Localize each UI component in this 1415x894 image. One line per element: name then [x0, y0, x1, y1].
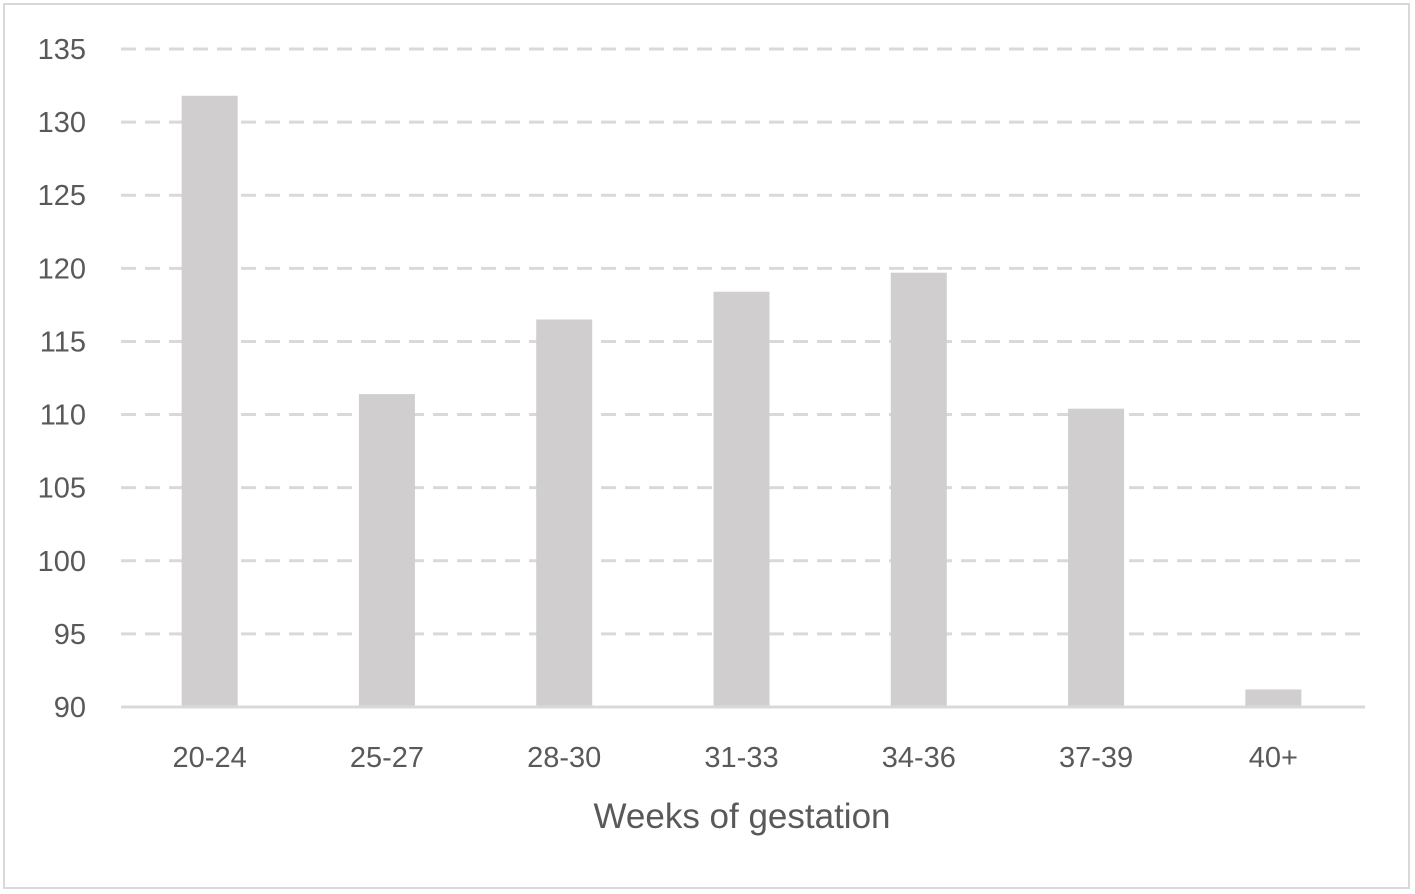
y-tick-label: 110: [40, 400, 86, 432]
y-tick-label: 95: [54, 619, 86, 651]
y-tick-label: 130: [38, 107, 86, 139]
y-tick-label: 135: [38, 34, 86, 66]
bar-25-27: [358, 394, 415, 707]
y-tick-label: 100: [38, 546, 86, 578]
x-tick-label: 40+: [1249, 742, 1298, 774]
y-axis-tick-labels: 90 95 100 105 110 115 120 125 130 135: [38, 34, 86, 724]
bar-28-30: [536, 319, 593, 707]
y-tick-label: 125: [38, 180, 86, 212]
x-axis-title: Weeks of gestation: [593, 797, 890, 836]
y-tick-label: 120: [38, 253, 86, 285]
y-tick-label: 105: [38, 473, 86, 505]
x-tick-label: 34-36: [882, 742, 956, 774]
y-tick-label: 115: [40, 326, 86, 358]
bar-37-39: [1068, 408, 1125, 707]
x-axis-tick-labels: 20-24 25-27 28-30 31-33 34-36 37-39 40+: [173, 742, 1298, 774]
bar-20-24: [181, 95, 238, 707]
bars: [181, 95, 1302, 707]
x-tick-label: 37-39: [1059, 742, 1133, 774]
gridlines: [121, 47, 1362, 636]
x-tick-label: 20-24: [173, 742, 247, 774]
bar-31-33: [713, 291, 770, 707]
x-tick-label: 31-33: [704, 742, 778, 774]
x-tick-label: 28-30: [527, 742, 601, 774]
x-tick-label: 25-27: [350, 742, 424, 774]
bar-34-36: [890, 272, 947, 707]
bar-40+: [1245, 689, 1302, 707]
y-tick-label: 90: [54, 692, 86, 724]
